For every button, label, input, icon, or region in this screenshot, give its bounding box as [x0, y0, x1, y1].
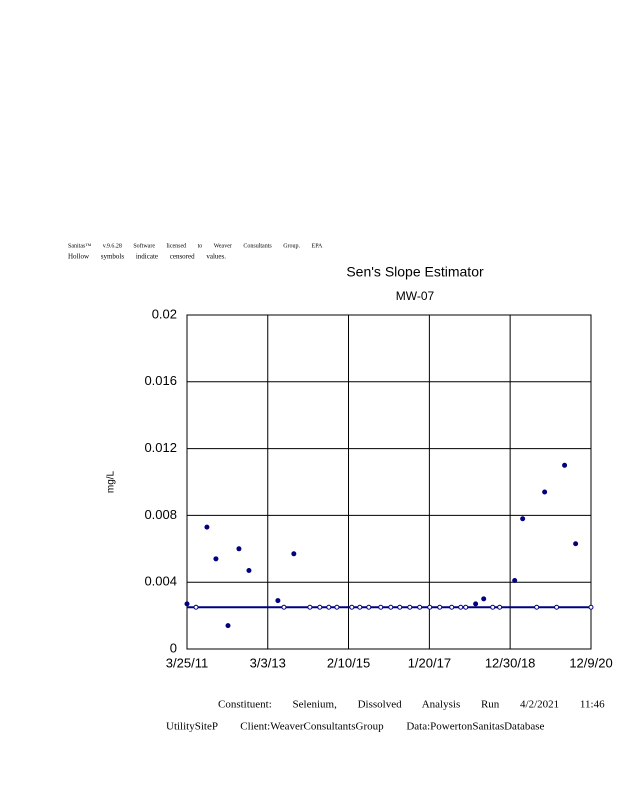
- censored-point: [437, 604, 443, 610]
- y-tick-label: 0.008: [144, 507, 177, 522]
- data-point: [225, 623, 231, 629]
- header-line: Sanitas™ v.9.6.28 Software licensed to W…: [68, 242, 323, 249]
- censored-point: [588, 604, 594, 610]
- data-point: [236, 546, 242, 552]
- censored-point: [490, 604, 496, 610]
- data-point: [481, 596, 487, 602]
- y-axis-label: mg/L: [106, 470, 117, 493]
- y-tick-label: 0.016: [144, 373, 177, 388]
- y-tick-label: 0.012: [144, 440, 177, 455]
- y-tick-label: 0.004: [144, 574, 177, 589]
- data-point: [573, 541, 579, 547]
- censored-point: [458, 604, 464, 610]
- censored-point: [317, 604, 323, 610]
- data-point: [291, 551, 297, 557]
- data-point: [562, 462, 568, 468]
- censored-point: [554, 604, 560, 610]
- x-tick-label: 12/30/18: [485, 655, 536, 670]
- censored-point: [307, 604, 313, 610]
- data-point: [542, 489, 548, 495]
- censored-point: [326, 604, 332, 610]
- data-point: [473, 601, 479, 607]
- x-tick-label: 2/10/15: [327, 655, 370, 670]
- censored-point: [534, 604, 540, 610]
- data-point: [512, 578, 518, 584]
- censored-point: [193, 604, 199, 610]
- plot-area: [186, 314, 592, 650]
- x-tick-label: 3/25/11: [166, 655, 208, 670]
- data-point: [520, 516, 526, 522]
- censored-point: [427, 604, 433, 610]
- chart-title: Sen's Slope Estimator: [346, 264, 484, 280]
- censored-point: [449, 604, 455, 610]
- censored-point: [357, 604, 363, 610]
- data-point: [184, 601, 190, 607]
- y-tick-label: 0.02: [152, 306, 177, 321]
- censored-point: [388, 604, 394, 610]
- data-point: [246, 568, 252, 574]
- censored-point: [281, 604, 287, 610]
- footer-line: Constituent: Selenium, Dissolved Analysi…: [218, 699, 618, 711]
- data-point: [204, 524, 210, 530]
- y-tick-label: 0: [170, 640, 177, 655]
- censored-point: [497, 604, 503, 610]
- censored-point: [366, 604, 372, 610]
- chart-subtitle: MW-07: [396, 289, 435, 303]
- x-tick-label: 3/3/13: [250, 655, 286, 670]
- footer-line: UtilitySiteP Client:WeaverConsultantsGro…: [166, 721, 545, 733]
- censored-point: [397, 604, 403, 610]
- censored-point: [407, 604, 413, 610]
- data-point: [275, 598, 281, 604]
- censored-point: [378, 604, 384, 610]
- censored-point: [417, 604, 423, 610]
- censored-point: [463, 604, 469, 610]
- censored-point: [349, 604, 355, 610]
- censored-point: [334, 604, 340, 610]
- header-line: Hollow symbols indicate censored values.: [68, 253, 226, 261]
- x-tick-label: 12/9/20: [569, 655, 612, 670]
- data-point: [213, 556, 219, 562]
- x-tick-label: 1/20/17: [408, 655, 451, 670]
